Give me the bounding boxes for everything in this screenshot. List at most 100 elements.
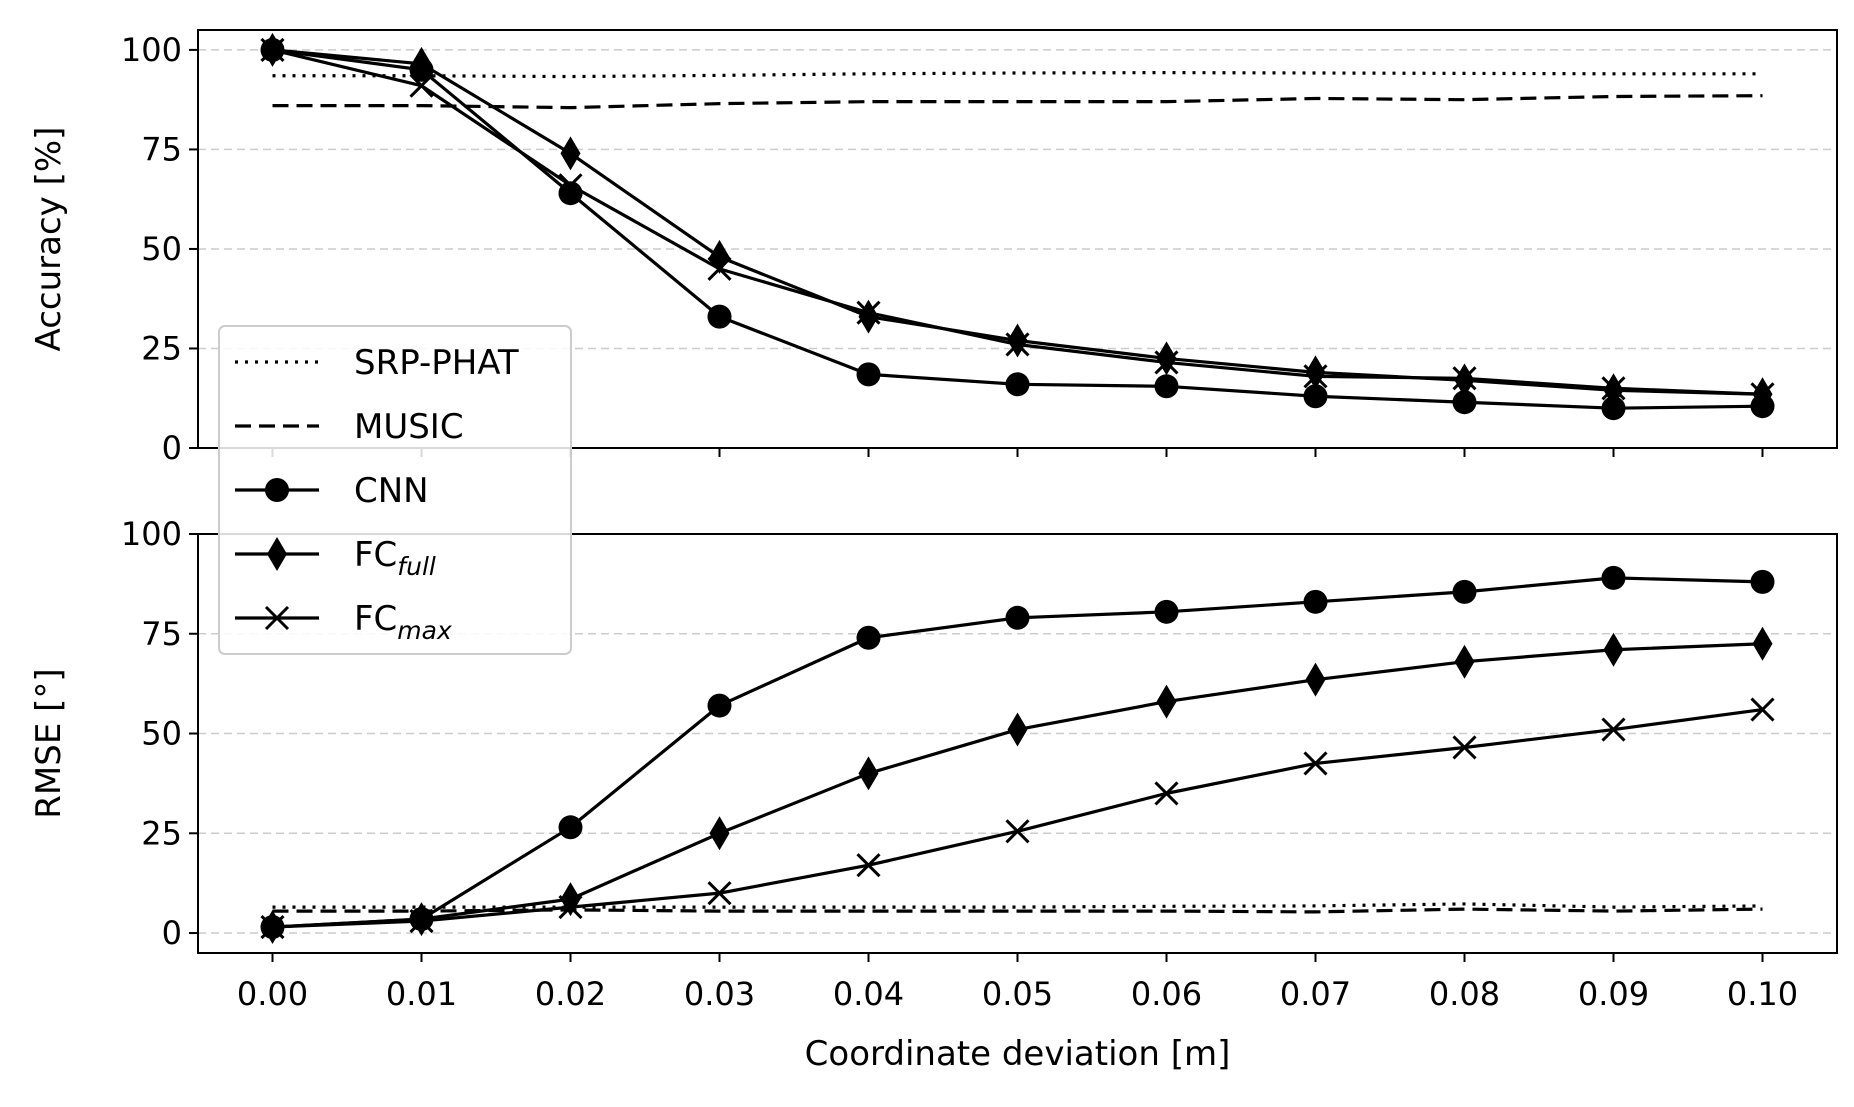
data-point-fc-max xyxy=(1601,376,1626,401)
legend-marker-fc-max xyxy=(264,605,290,631)
data-point-fc-max xyxy=(1750,382,1775,407)
data-point-cnn xyxy=(707,693,732,718)
x-marker-stroke xyxy=(264,605,290,631)
data-point-fc-max xyxy=(707,881,732,906)
data-point-fc-max xyxy=(558,173,583,198)
x-tick-label: 0.02 xyxy=(535,975,606,1013)
x-marker-stroke xyxy=(707,256,732,281)
data-point-fc-max xyxy=(856,853,881,878)
x-marker-stroke xyxy=(856,853,881,878)
x-marker-stroke xyxy=(260,915,285,940)
data-point-cnn xyxy=(1154,374,1179,399)
x-marker-stroke xyxy=(1750,697,1775,722)
y-tick-label: 0 xyxy=(162,914,182,952)
data-point-fc-full xyxy=(1454,644,1475,679)
data-point-fc-max xyxy=(409,909,434,934)
rmse-panel: 0 25 50 75 100 0.00 0.01 0.02 0.03 0.04 0.05 0.06 0.… xyxy=(29,515,1838,1074)
x-marker-stroke xyxy=(1005,819,1030,844)
y-tick-label: 25 xyxy=(141,329,182,367)
data-point-fc-max xyxy=(1154,350,1179,375)
legend-label-text: MUSIC xyxy=(354,407,464,447)
data-point-cnn xyxy=(1154,599,1179,624)
legend-label-text: FC xyxy=(354,599,397,639)
data-point-cnn xyxy=(1601,396,1626,421)
data-point-fc-max xyxy=(1154,781,1179,806)
data-point-fc-max xyxy=(558,895,583,920)
data-point-fc-full xyxy=(411,46,432,81)
data-point-fc-max xyxy=(707,256,732,281)
x-tick-label: 0.10 xyxy=(1727,975,1798,1013)
x-tick-label: 0.05 xyxy=(982,975,1053,1013)
data-point-fc-full xyxy=(560,136,581,171)
x-marker-stroke xyxy=(856,300,881,325)
x-marker-stroke xyxy=(1154,350,1179,375)
series-line-fc-full xyxy=(272,642,1763,929)
data-point-fc-max xyxy=(1005,332,1030,357)
y-axis-label: Accuracy [%] xyxy=(29,127,69,352)
y-tick-label: 50 xyxy=(141,230,182,268)
data-point-fc-max xyxy=(260,37,285,62)
legend-label-text: FC xyxy=(354,535,397,575)
x-marker-stroke xyxy=(1154,781,1179,806)
data-point-cnn xyxy=(1750,569,1775,594)
data-point-fc-max xyxy=(1452,735,1477,760)
legend-label-subscript: full xyxy=(397,552,436,581)
y-tick-label: 25 xyxy=(141,814,182,852)
legend-marker-fc-full xyxy=(267,537,287,571)
x-tick-label: 0.04 xyxy=(833,975,904,1013)
series-line-music xyxy=(272,94,1763,110)
data-point-fc-max xyxy=(409,73,434,98)
legend-label-fc-full: FCfull xyxy=(354,535,436,581)
axes-frame xyxy=(197,533,1838,954)
data-point-cnn xyxy=(707,304,732,329)
series-line-srp-phat xyxy=(272,70,1763,79)
y-tick-label: 100 xyxy=(121,31,182,69)
data-point-fc-max xyxy=(1750,697,1775,722)
x-tick-label: 0.01 xyxy=(386,975,457,1013)
data-point-fc-full xyxy=(858,756,879,791)
x-marker-stroke xyxy=(558,173,583,198)
x-marker-stroke xyxy=(409,909,434,934)
axes-frame xyxy=(197,29,1838,449)
x-marker-stroke xyxy=(1750,382,1775,407)
x-tick-label: 0.09 xyxy=(1578,975,1649,1013)
data-point-fc-full xyxy=(1603,632,1624,667)
data-point-cnn xyxy=(1601,565,1626,590)
x-marker-stroke xyxy=(707,881,732,906)
y-tick-label: 100 xyxy=(121,515,182,553)
legend-label-srp-phat: SRP-PHAT xyxy=(354,343,519,383)
y-tick-label: 50 xyxy=(141,715,182,753)
data-point-fc-full xyxy=(1156,684,1177,719)
data-point-fc-max xyxy=(260,915,285,940)
data-point-fc-max xyxy=(1601,717,1626,742)
legend-label-fc-max: FCmax xyxy=(354,599,452,645)
x-marker-stroke xyxy=(1303,751,1328,776)
x-tick-label: 0.07 xyxy=(1280,975,1351,1013)
legend-label-subscript: max xyxy=(397,616,452,645)
x-axis-label: Coordinate deviation [m] xyxy=(805,1034,1231,1074)
y-tick-label: 75 xyxy=(141,130,182,168)
x-tick-label: 0.03 xyxy=(684,975,755,1013)
data-point-fc-max xyxy=(1452,366,1477,391)
data-point-cnn xyxy=(1452,390,1477,415)
accuracy-panel: 0 25 50 75 100 Accuracy [%] xyxy=(29,29,1838,467)
x-marker-stroke xyxy=(558,895,583,920)
x-tick-label: 0.06 xyxy=(1131,975,1202,1013)
legend-label-cnn: CNN xyxy=(354,471,429,511)
data-point-cnn xyxy=(1303,384,1328,409)
data-point-fc-max xyxy=(1303,364,1328,389)
legend-label-music: MUSIC xyxy=(354,407,464,447)
data-point-cnn xyxy=(558,815,583,840)
series-line-srp-phat xyxy=(272,902,1763,909)
y-tick-label: 0 xyxy=(162,429,182,467)
x-marker-stroke xyxy=(1601,376,1626,401)
data-point-cnn xyxy=(1005,372,1030,397)
x-marker-stroke xyxy=(1452,366,1477,391)
data-point-cnn xyxy=(1005,605,1030,630)
legend-label-text: SRP-PHAT xyxy=(354,343,519,383)
x-marker-stroke xyxy=(1303,364,1328,389)
y-tick-label: 75 xyxy=(141,615,182,653)
x-marker-stroke xyxy=(1005,332,1030,357)
